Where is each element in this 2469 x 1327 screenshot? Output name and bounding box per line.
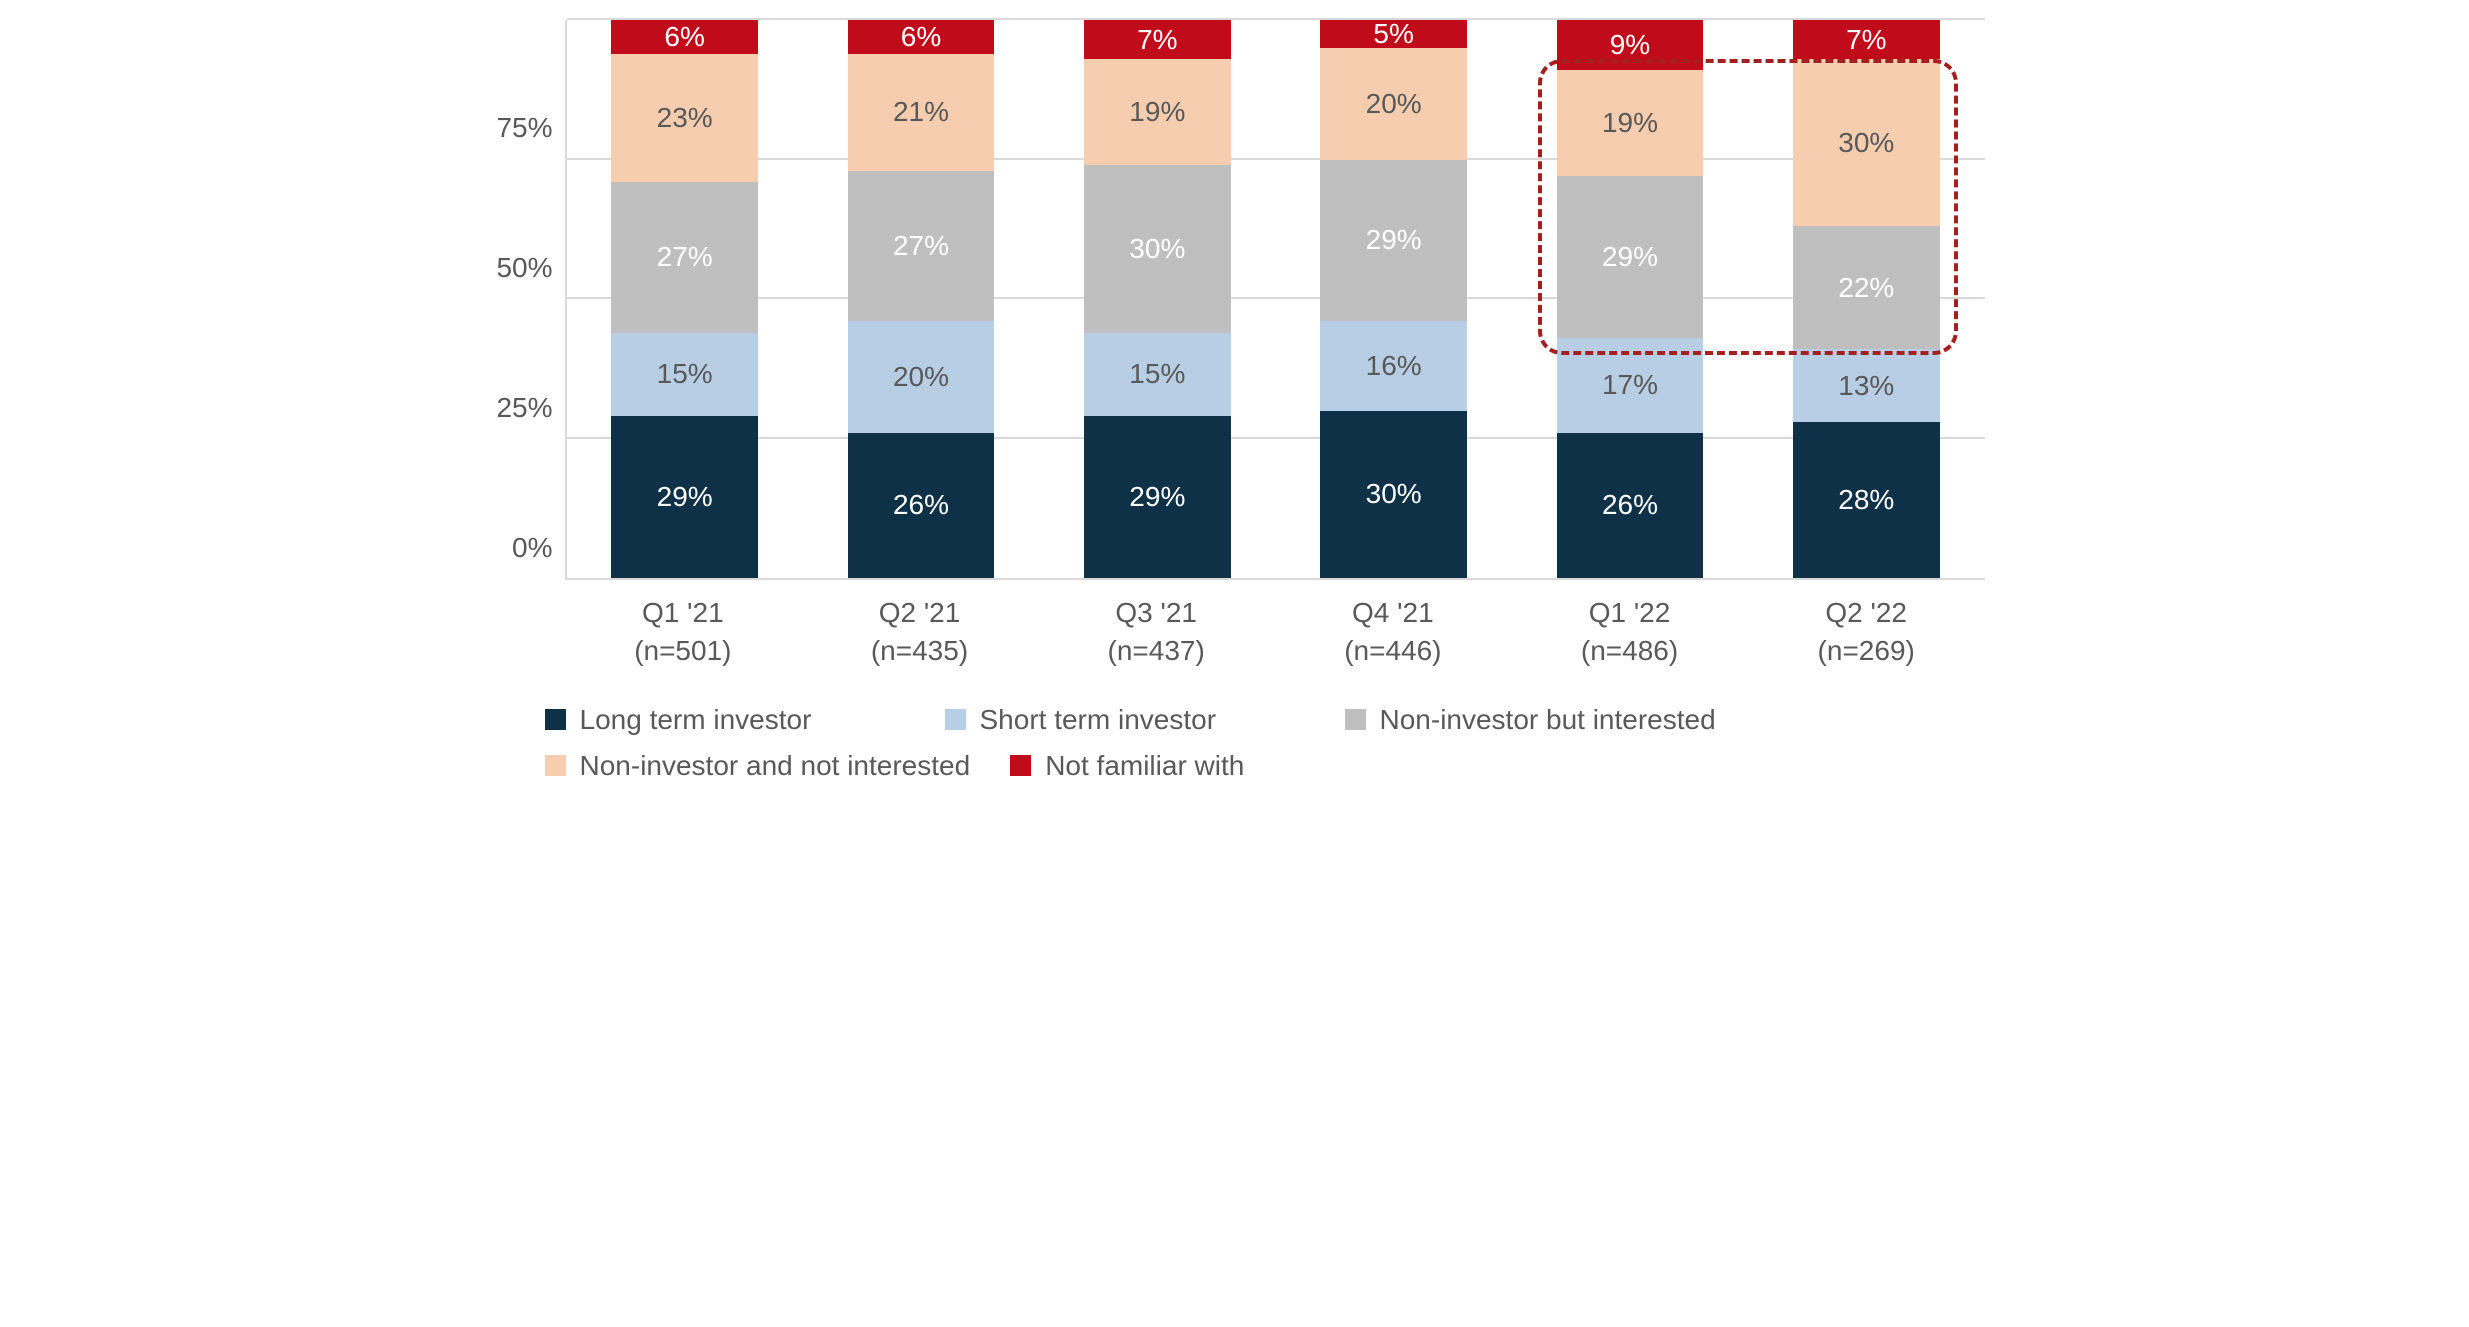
bar-segment: 26% (848, 433, 995, 578)
bar-segment: 30% (1793, 59, 1940, 226)
x-axis-category-label: Q2 '21(n=435) (801, 594, 1038, 670)
bar-segment: 29% (611, 416, 758, 578)
y-axis: 0%25%50%75%100% (465, 20, 565, 580)
x-axis-category-label-line2: (n=435) (801, 632, 1038, 670)
bar-segment: 16% (1320, 321, 1467, 410)
legend-label: Long term investor (580, 704, 812, 736)
bar-segment: 20% (1320, 48, 1467, 160)
bar-segment: 5% (1320, 20, 1467, 48)
bar-segment: 23% (611, 54, 758, 182)
y-axis-tick-label: 0% (512, 532, 552, 564)
x-axis-category-label-line1: Q2 '21 (801, 594, 1038, 632)
bar-segment: 9% (1557, 20, 1704, 70)
x-axis-category-label: Q2 '22(n=269) (1748, 594, 1985, 670)
stacked-bar: 29%15%27%23%6% (611, 20, 758, 578)
x-axis-category-label-line2: (n=501) (565, 632, 802, 670)
x-axis-category-label-line2: (n=437) (1038, 632, 1275, 670)
bar-segment: 29% (1557, 176, 1704, 338)
bar-segment: 27% (848, 171, 995, 322)
bar-segment: 13% (1793, 349, 1940, 422)
bar-slot: 28%13%22%30%7% (1748, 20, 1984, 578)
legend-item: Long term investor (545, 704, 905, 736)
x-axis-category-label: Q4 '21(n=446) (1275, 594, 1512, 670)
legend-item: Not familiar with (1010, 750, 1370, 782)
y-axis-tick-label: 25% (496, 392, 552, 424)
plot-area: 29%15%27%23%6%26%20%27%21%6%29%15%30%19%… (565, 20, 1985, 580)
bar-segment: 29% (1320, 160, 1467, 322)
x-axis-labels: Q1 '21(n=501)Q2 '21(n=435)Q3 '21(n=437)Q… (565, 594, 1985, 670)
legend: Long term investor Short term investor Non… (545, 704, 1985, 782)
legend-label: Not familiar with (1045, 750, 1244, 782)
x-axis-spacer (465, 594, 565, 670)
x-axis-category-label-line1: Q2 '22 (1748, 594, 1985, 632)
legend-swatch-icon (545, 709, 566, 730)
stacked-bar-chart: 0%25%50%75%100% 29%15%27%23%6%26%20%27%2… (465, 20, 1985, 782)
x-axis-category-label: Q3 '21(n=437) (1038, 594, 1275, 670)
bar-segment: 26% (1557, 433, 1704, 578)
bar-slot: 29%15%30%19%7% (1039, 20, 1275, 578)
bar-slot: 26%20%27%21%6% (803, 20, 1039, 578)
bar-segment: 19% (1084, 59, 1231, 165)
bar-segment: 22% (1793, 226, 1940, 349)
bar-segment: 15% (1084, 333, 1231, 417)
legend-swatch-icon (945, 709, 966, 730)
legend-item: Short term investor (945, 704, 1305, 736)
bar-segment: 27% (611, 182, 758, 333)
bar-segment: 7% (1084, 20, 1231, 59)
legend-swatch-icon (1010, 755, 1031, 776)
x-axis-category-label-line2: (n=446) (1275, 632, 1512, 670)
legend-label: Non-investor and not interested (580, 750, 971, 782)
stacked-bar: 29%15%30%19%7% (1084, 20, 1231, 578)
x-axis-category-label-line1: Q4 '21 (1275, 594, 1512, 632)
bar-segment: 19% (1557, 70, 1704, 176)
bar-segment: 30% (1320, 411, 1467, 578)
bar-slot: 30%16%29%20%5% (1275, 20, 1511, 578)
bar-slot: 29%15%27%23%6% (567, 20, 803, 578)
y-axis-tick-label: 75% (496, 112, 552, 144)
bar-segment: 29% (1084, 416, 1231, 578)
bar-segment: 30% (1084, 165, 1231, 332)
bar-segment: 6% (848, 20, 995, 53)
stacked-bar: 26%20%27%21%6% (848, 20, 995, 578)
stacked-bar: 30%16%29%20%5% (1320, 20, 1467, 578)
plot-row: 0%25%50%75%100% 29%15%27%23%6%26%20%27%2… (465, 20, 1985, 580)
x-axis-category-label: Q1 '21(n=501) (565, 594, 802, 670)
bar-segment: 21% (848, 54, 995, 171)
x-axis-category-label-line1: Q1 '21 (565, 594, 802, 632)
x-axis-category-label-line1: Q3 '21 (1038, 594, 1275, 632)
stacked-bar: 28%13%22%30%7% (1793, 20, 1940, 578)
bar-segment: 17% (1557, 338, 1704, 433)
legend-label: Non-investor but interested (1380, 704, 1716, 736)
bar-segment: 20% (848, 321, 995, 433)
y-axis-tick-label: 100% (481, 0, 553, 4)
legend-swatch-icon (545, 755, 566, 776)
bar-segment: 6% (611, 20, 758, 53)
bar-segment: 28% (1793, 422, 1940, 578)
y-axis-tick-label: 50% (496, 252, 552, 284)
legend-swatch-icon (1345, 709, 1366, 730)
bar-slot: 26%17%29%19%9% (1512, 20, 1748, 578)
x-axis-category-label-line2: (n=269) (1748, 632, 1985, 670)
x-axis-row: Q1 '21(n=501)Q2 '21(n=435)Q3 '21(n=437)Q… (465, 594, 1985, 670)
x-axis-category-label: Q1 '22(n=486) (1511, 594, 1748, 670)
legend-item: Non-investor but interested (1345, 704, 1716, 736)
stacked-bar: 26%17%29%19%9% (1557, 20, 1704, 578)
x-axis-category-label-line1: Q1 '22 (1511, 594, 1748, 632)
legend-item: Non-investor and not interested (545, 750, 971, 782)
bar-segment: 15% (611, 333, 758, 417)
bar-segment: 7% (1793, 20, 1940, 59)
legend-label: Short term investor (980, 704, 1217, 736)
x-axis-category-label-line2: (n=486) (1511, 632, 1748, 670)
bars-container: 29%15%27%23%6%26%20%27%21%6%29%15%30%19%… (567, 20, 1985, 578)
